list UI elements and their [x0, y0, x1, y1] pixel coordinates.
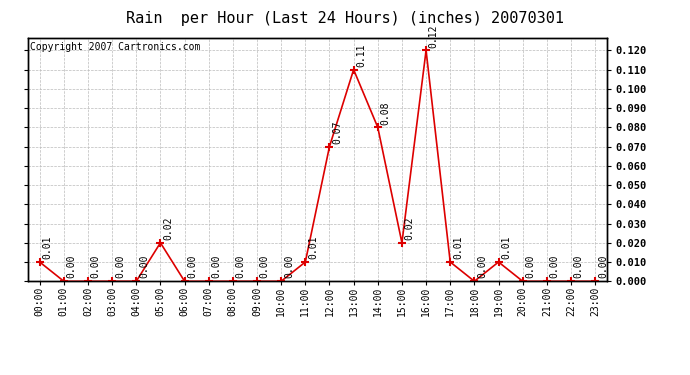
Text: 0.08: 0.08 — [381, 101, 391, 124]
Text: 0.00: 0.00 — [284, 255, 294, 279]
Text: 0.00: 0.00 — [550, 255, 560, 279]
Text: 0.00: 0.00 — [477, 255, 487, 279]
Text: Rain  per Hour (Last 24 Hours) (inches) 20070301: Rain per Hour (Last 24 Hours) (inches) 2… — [126, 11, 564, 26]
Text: 0.01: 0.01 — [453, 236, 463, 259]
Text: 0.00: 0.00 — [115, 255, 125, 279]
Text: Copyright 2007 Cartronics.com: Copyright 2007 Cartronics.com — [30, 42, 201, 52]
Text: 0.01: 0.01 — [308, 236, 318, 259]
Text: 0.00: 0.00 — [526, 255, 535, 279]
Text: 0.00: 0.00 — [574, 255, 584, 279]
Text: 0.00: 0.00 — [139, 255, 149, 279]
Text: 0.00: 0.00 — [236, 255, 246, 279]
Text: 0.01: 0.01 — [502, 236, 511, 259]
Text: 0.00: 0.00 — [212, 255, 221, 279]
Text: 0.02: 0.02 — [164, 216, 173, 240]
Text: 0.07: 0.07 — [333, 120, 342, 144]
Text: 0.02: 0.02 — [405, 216, 415, 240]
Text: 0.00: 0.00 — [260, 255, 270, 279]
Text: 0.00: 0.00 — [67, 255, 77, 279]
Text: 0.01: 0.01 — [43, 236, 52, 259]
Text: 0.00: 0.00 — [91, 255, 101, 279]
Text: 0.00: 0.00 — [598, 255, 608, 279]
Text: 0.11: 0.11 — [357, 44, 366, 67]
Text: 0.12: 0.12 — [429, 24, 439, 48]
Text: 0.00: 0.00 — [188, 255, 197, 279]
